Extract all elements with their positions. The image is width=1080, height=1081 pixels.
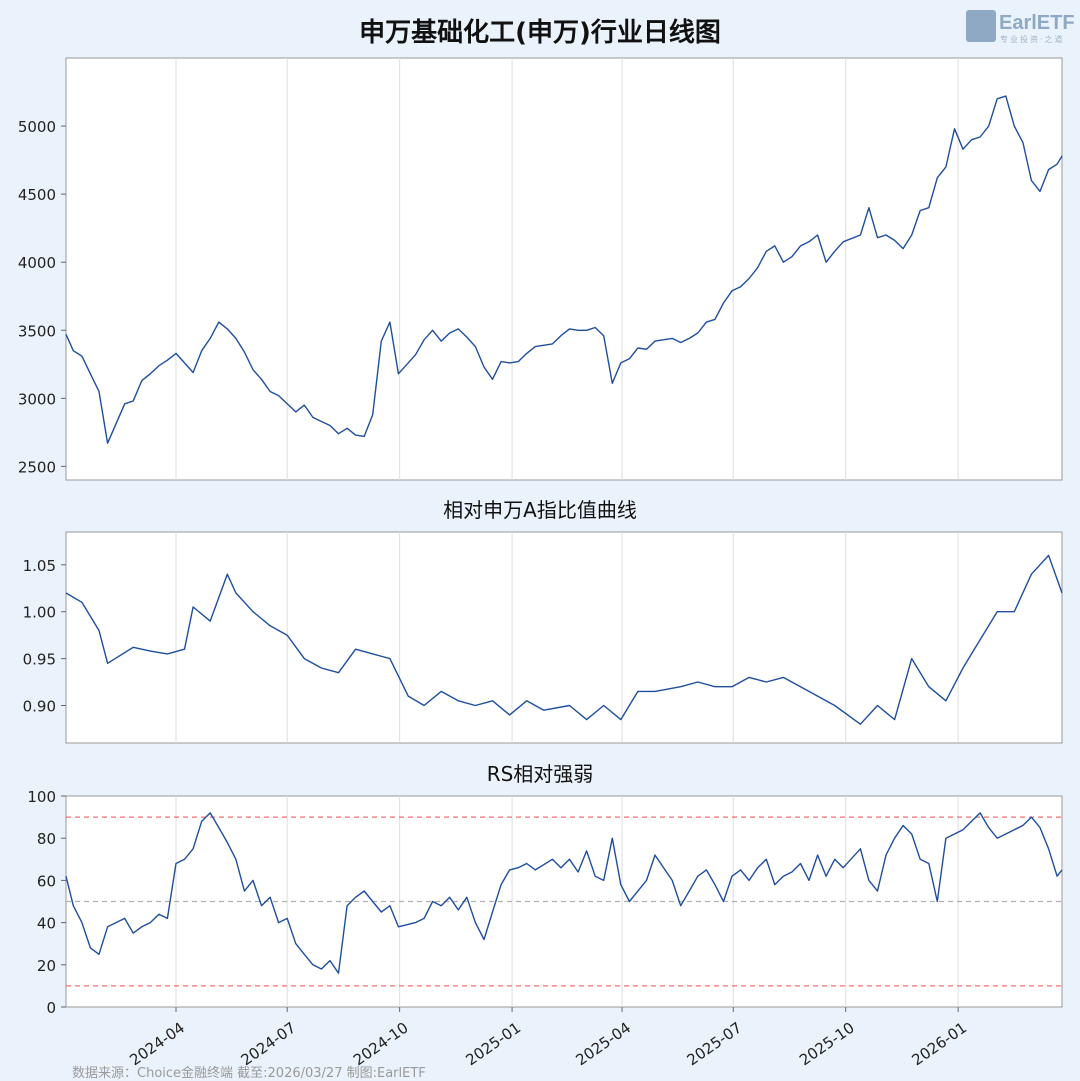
rs-title: RS相对强弱 [486, 762, 594, 786]
x-tick-label: 2025-04 [572, 1019, 634, 1070]
ratio-ytick-label: 1.05 [23, 557, 56, 575]
rs-ytick-label: 40 [37, 915, 56, 933]
price-ytick-label: 3500 [18, 322, 56, 340]
ratio-plot-area [65, 531, 1063, 744]
logo: EarlETF 专业投资·之道 [966, 10, 1076, 46]
price-series-line [65, 95, 1063, 444]
ratio-ytick-label: 0.95 [23, 651, 56, 669]
rs-ytick-label: 0 [46, 999, 56, 1017]
rs-ytick-label: 20 [37, 957, 56, 975]
price-ytick-label: 4000 [18, 254, 56, 272]
ratio-title: 相对申万A指比值曲线 [443, 498, 637, 522]
rs-ytick-label: 100 [27, 788, 56, 806]
ratio-ytick-label: 0.90 [23, 697, 56, 715]
x-tick-label: 2026-01 [908, 1019, 970, 1070]
price-ytick-label: 2500 [18, 458, 56, 476]
rs-series-line [65, 812, 1063, 974]
rs-ytick-label: 60 [37, 872, 56, 890]
logo-text: EarlETF [999, 12, 1075, 34]
price-ytick-label: 4500 [18, 186, 56, 204]
footer-source: 数据来源：Choice金融终端 截至:2026/03/27 制图:EarlETF [72, 1066, 426, 1081]
x-tick-label: 2025-07 [684, 1019, 746, 1070]
x-tick-label: 2025-10 [796, 1019, 858, 1070]
logo-mark-icon [966, 10, 996, 42]
logo-subtext: 专业投资·之道 [1000, 35, 1065, 44]
main-title: 申万基础化工(申万)行业日线图 [359, 18, 721, 48]
x-tick-label: 2025-01 [462, 1019, 524, 1070]
ratio-ytick-label: 1.00 [23, 604, 56, 622]
ratio-series-line [65, 554, 1063, 725]
price-plot-area [65, 57, 1063, 481]
price-ytick-label: 3000 [18, 390, 56, 408]
price-ytick-label: 5000 [18, 118, 56, 136]
rs-ytick-label: 80 [37, 830, 56, 848]
